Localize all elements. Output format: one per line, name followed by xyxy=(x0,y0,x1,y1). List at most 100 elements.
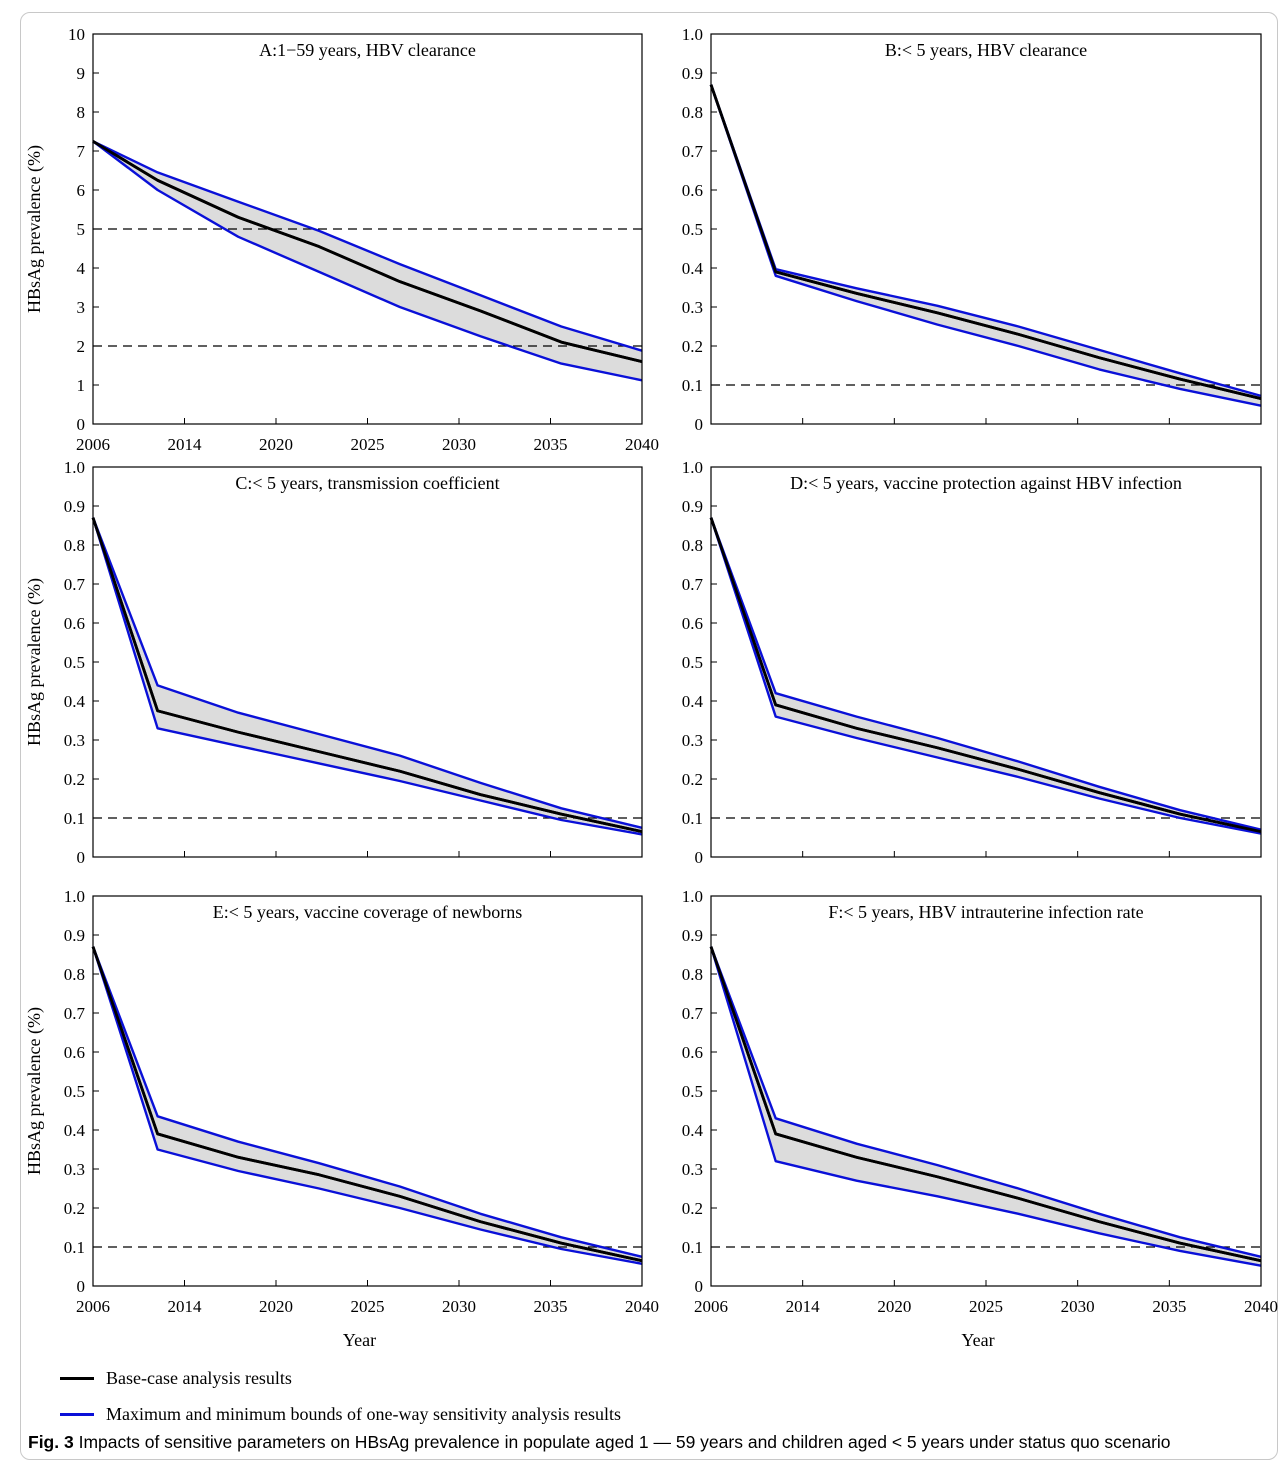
figure-caption: Fig. 3 Impacts of sensitive parameters o… xyxy=(28,1432,1278,1453)
y-tick-label: 0.6 xyxy=(64,1043,85,1062)
y-tick-label: 0.3 xyxy=(64,1160,85,1179)
x-tick-label: 2040 xyxy=(625,1297,659,1316)
legend-item-bounds: Maximum and minimum bounds of one-way se… xyxy=(60,1396,621,1432)
x-tick-label: 2025 xyxy=(351,435,385,454)
y-tick-label: 0.6 xyxy=(682,614,703,633)
y-tick-label: 0.3 xyxy=(64,731,85,750)
plot-frame xyxy=(710,466,1262,858)
y-tick-label: 0.9 xyxy=(682,926,703,945)
y-tick-label: 0.7 xyxy=(682,575,704,594)
y-tick-label: 0 xyxy=(77,1277,86,1296)
x-tick-label: 2020 xyxy=(259,1297,293,1316)
lower-bound-line xyxy=(91,946,643,1265)
y-tick-label: 0.9 xyxy=(682,64,703,83)
y-tick-label: 0.5 xyxy=(682,1082,703,1101)
x-tick-label: 2025 xyxy=(351,1297,385,1316)
panel-title: B:< 5 years, HBV clearance xyxy=(885,40,1087,60)
x-tick-label: 2006 xyxy=(694,1297,728,1316)
y-tick-label: 0.8 xyxy=(682,536,703,555)
base-case-line xyxy=(709,517,1262,833)
y-tick-label: 0.5 xyxy=(64,653,85,672)
panel-title: F:< 5 years, HBV intrauterine infection … xyxy=(828,902,1143,922)
plot-frame xyxy=(92,466,643,858)
y-tick-label: 0.4 xyxy=(64,1121,86,1140)
y-tick-label: 2 xyxy=(77,337,86,356)
y-tick-label: 0 xyxy=(695,848,704,867)
x-tick-label: 2035 xyxy=(534,1297,568,1316)
chart-panel-2: 0 0.1 0.2 0.3 0.4 0.5 0.6 0.7 0.8 0.9 1.0 B:< 5 yea… xyxy=(682,25,1262,434)
y-tick-label: 0.1 xyxy=(64,809,85,828)
upper-bound-line xyxy=(91,517,643,829)
lower-bound-line xyxy=(709,84,1262,407)
y-axis-label: HBsAg prevalence (%) xyxy=(24,1007,45,1175)
upper-bound-line xyxy=(709,517,1262,831)
plot-frame xyxy=(92,895,643,1287)
y-tick-label: 0.7 xyxy=(682,142,704,161)
x-tick-label: 2014 xyxy=(786,1297,821,1316)
y-tick-label: 0.7 xyxy=(64,575,86,594)
y-tick-label: 0.5 xyxy=(682,653,703,672)
lower-bound-line xyxy=(91,517,643,836)
y-tick-label: 0.4 xyxy=(682,692,704,711)
y-tick-label: 10 xyxy=(68,25,85,44)
x-tick-label: 2014 xyxy=(168,435,203,454)
y-tick-label: 1 xyxy=(77,376,86,395)
base-case-line-top xyxy=(709,946,1262,1263)
y-tick-label: 1.0 xyxy=(682,887,703,906)
legend-base-line-swatch xyxy=(60,1376,94,1380)
sensitivity-band xyxy=(93,517,642,835)
panel-title: D:< 5 years, vaccine protection against … xyxy=(790,473,1182,493)
y-tick-label: 0.6 xyxy=(682,181,703,200)
x-tick-label: 2030 xyxy=(442,1297,476,1316)
sensitivity-band xyxy=(711,84,1261,406)
base-case-line-top xyxy=(709,517,1262,833)
y-tick-label: 0.4 xyxy=(682,1121,704,1140)
y-tick-label: 0.3 xyxy=(682,1160,703,1179)
y-tick-label: 0.1 xyxy=(682,1238,703,1257)
y-tick-label: 4 xyxy=(77,259,86,278)
plot-frame xyxy=(710,33,1262,425)
caption-text: Impacts of sensitive parameters on HBsAg… xyxy=(78,1432,1171,1452)
upper-bound-line xyxy=(92,140,643,352)
y-axis-label: HBsAg prevalence (%) xyxy=(24,578,45,746)
y-tick-label: 8 xyxy=(77,103,86,122)
y-tick-label: 0.8 xyxy=(64,536,85,555)
y-tick-label: 0.4 xyxy=(682,259,704,278)
y-tick-label: 1.0 xyxy=(64,887,85,906)
y-tick-label: 0.5 xyxy=(64,1082,85,1101)
x-tick-label: 2025 xyxy=(969,1297,1003,1316)
panel-title: A:1−59 years, HBV clearance xyxy=(259,40,476,60)
y-tick-label: 0.8 xyxy=(682,103,703,122)
y-tick-label: 0.1 xyxy=(64,1238,85,1257)
x-tick-label: 2035 xyxy=(534,435,568,454)
chart-panel-3: 0 0.1 0.2 0.3 0.4 0.5 0.6 0.7 0.8 0.9 1.0 C:< 5 yea… xyxy=(24,458,643,867)
lower-bound-line xyxy=(92,140,643,382)
y-tick-label: 0.3 xyxy=(682,298,703,317)
y-tick-label: 0.4 xyxy=(64,692,86,711)
sensitivity-band xyxy=(93,141,642,381)
base-case-line xyxy=(91,517,643,833)
y-tick-label: 0.3 xyxy=(682,731,703,750)
y-tick-label: 3 xyxy=(77,298,86,317)
panel-title: C:< 5 years, transmission coefficient xyxy=(235,473,499,493)
legend: Base-case analysis results Maximum and m… xyxy=(60,1360,621,1432)
lower-bound-line xyxy=(709,946,1262,1267)
y-tick-label: 0.9 xyxy=(64,497,85,516)
legend-item-base: Base-case analysis results xyxy=(60,1360,621,1396)
x-tick-label: 2014 xyxy=(168,1297,203,1316)
y-tick-label: 0.6 xyxy=(64,614,85,633)
base-case-line-top xyxy=(709,84,1262,400)
base-case-line xyxy=(709,84,1262,400)
x-tick-label: 2006 xyxy=(76,435,110,454)
x-tick-label: 2006 xyxy=(76,1297,110,1316)
x-tick-label: 2020 xyxy=(259,435,293,454)
y-tick-label: 0.8 xyxy=(64,965,85,984)
y-tick-label: 1.0 xyxy=(682,25,703,44)
y-tick-label: 0.8 xyxy=(682,965,703,984)
x-tick-label: 2030 xyxy=(442,435,476,454)
x-tick-label: 2040 xyxy=(625,435,659,454)
x-tick-label: 2020 xyxy=(877,1297,911,1316)
caption-label: Fig. 3 xyxy=(28,1432,74,1452)
legend-bounds-line-swatch xyxy=(60,1412,94,1416)
base-case-line-top xyxy=(91,946,643,1263)
